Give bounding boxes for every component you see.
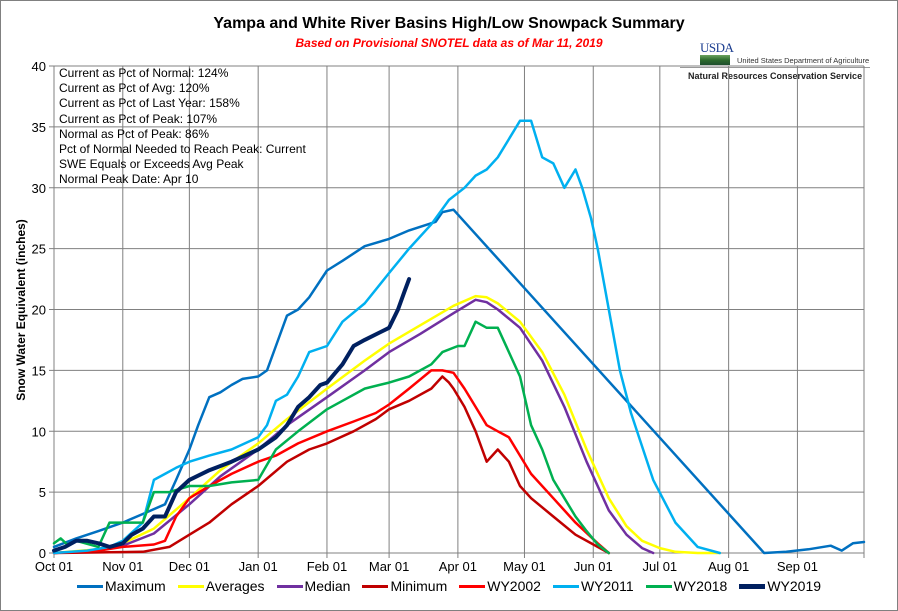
y-tick-label: 15: [32, 363, 46, 378]
stats-line: Normal Peak Date: Apr 10: [59, 172, 199, 187]
legend-swatch: [459, 584, 486, 588]
y-tick-label: 20: [32, 303, 46, 318]
legend-label: WY2011: [580, 578, 634, 594]
stats-line: SWE Equals or Exceeds Avg Peak: [59, 157, 244, 172]
x-tick-label: Jul 01: [642, 559, 677, 574]
legend-item: WY2019: [739, 578, 821, 594]
service-name: Natural Resources Conservation Service: [688, 71, 863, 81]
axes: 0 5 10 15 20 25 30 35 40 Oct 01 Nov 01 Dec 01 Jan 01…: [32, 59, 865, 574]
legend-label: Averages: [205, 578, 265, 594]
x-tick-label: Oct 01: [35, 559, 73, 574]
series-wy2018: [52, 320, 611, 555]
x-tick-label: Feb 01: [307, 559, 347, 574]
stats-line: Normal as Pct of Peak: 86%: [59, 126, 210, 141]
x-tick-label: Nov 01: [102, 559, 143, 574]
series-averages: [52, 294, 722, 555]
series-wy2011: [52, 119, 722, 555]
x-tick-label: Jan 01: [239, 559, 278, 574]
legend-label: Median: [304, 578, 351, 594]
legend-swatch: [739, 583, 766, 589]
legend-item: Minimum: [362, 578, 447, 594]
y-tick-label: 0: [39, 546, 46, 561]
legend-item: WY2018: [645, 578, 728, 594]
legend-item: WY2011: [552, 578, 634, 594]
x-tick-label: Apr 01: [439, 559, 477, 574]
usda-nrcs-logo: USDA United States Department of Agricul…: [680, 40, 890, 85]
y-tick-label: 40: [32, 59, 46, 74]
legend-item: Maximum: [76, 578, 166, 594]
legend-label: WY2002: [487, 578, 541, 594]
y-tick-label: 10: [32, 424, 46, 439]
chart-subtitle: Based on Provisional SNOTEL data as of M…: [295, 36, 603, 50]
series-minimum: [52, 375, 611, 555]
x-tick-label: May 01: [503, 559, 546, 574]
usda-logo-icon: [700, 55, 730, 65]
series-wy2019: [52, 277, 412, 553]
chart-legend: Maximum Averages Median Minimum WY2002 WY2011…: [0, 578, 898, 594]
legend-label: Minimum: [390, 578, 448, 594]
legend-item: Median: [276, 578, 351, 594]
legend-swatch: [177, 584, 204, 588]
x-tick-label: Mar 01: [369, 559, 409, 574]
x-tick-label: Dec 01: [169, 559, 210, 574]
stats-line: Current as Pct of Avg: 120%: [59, 81, 210, 96]
series-wy2002: [52, 369, 611, 555]
chart-title: Yampa and White River Basins High/Low Sn…: [213, 15, 685, 32]
legend-item: WY2002: [459, 578, 541, 594]
stats-line: Current as Pct of Normal: 124%: [59, 66, 229, 80]
legend-swatch: [552, 584, 579, 588]
series-median: [52, 298, 655, 555]
usda-logo-text: USDA: [700, 40, 734, 55]
legend-label: Maximum: [104, 578, 166, 594]
legend-swatch: [276, 584, 303, 588]
logo-divider: [680, 67, 870, 68]
y-tick-label: 30: [32, 181, 46, 196]
stats-line: Pct of Normal Needed to Reach Peak: Curr…: [59, 142, 306, 157]
stats-annotation-box: Current as Pct of Normal: 124% Current as…: [59, 66, 306, 188]
y-tick-label: 25: [32, 242, 46, 257]
series-lines: [52, 119, 866, 555]
legend-label: WY2019: [767, 578, 822, 594]
x-tick-label: Jun 01: [574, 559, 613, 574]
legend-swatch: [76, 584, 103, 588]
legend-item: Averages: [177, 578, 265, 594]
y-tick-label: 35: [32, 120, 46, 135]
stats-line: Current as Pct of Last Year: 158%: [59, 96, 240, 111]
legend-label: WY2018: [673, 578, 728, 594]
y-tick-label: 5: [39, 485, 46, 500]
department-name: United States Department of Agriculture: [737, 56, 870, 65]
x-tick-label: Sep 01: [777, 559, 818, 574]
legend-swatch: [645, 584, 672, 588]
stats-line: Current as Pct of Peak: 107%: [59, 111, 218, 126]
x-tick-label: Aug 01: [708, 559, 749, 574]
legend-swatch: [362, 584, 389, 588]
